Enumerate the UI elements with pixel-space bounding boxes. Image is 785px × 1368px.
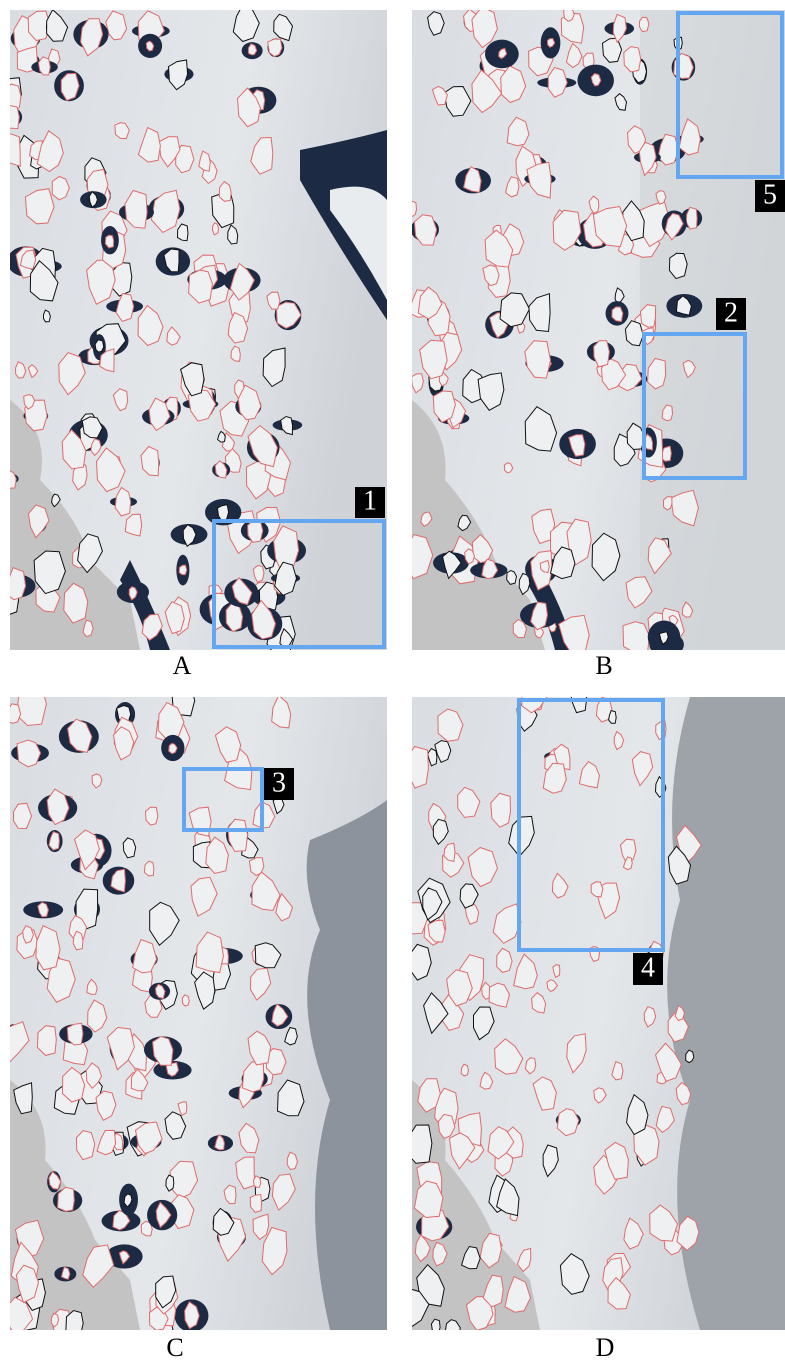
ice-floe xyxy=(95,340,104,352)
ice-floe xyxy=(686,207,697,229)
figure: 1 2 3 4 5 A B C D xyxy=(0,0,785,1368)
box-label: 4 xyxy=(641,952,655,983)
ice-floe xyxy=(179,565,187,574)
panel-label: C xyxy=(166,1333,183,1362)
ice-floe xyxy=(1,133,20,166)
box-label: 3 xyxy=(272,767,286,798)
panel-label: B xyxy=(595,651,612,680)
panel-label: D xyxy=(596,1333,615,1362)
ice-floe xyxy=(639,17,649,31)
ice-floe xyxy=(16,684,46,725)
ice-floe xyxy=(73,931,83,950)
satellite-image-c xyxy=(0,683,387,1341)
ice-floe xyxy=(431,1319,440,1333)
ice-floe xyxy=(51,1313,58,1327)
ice-floe xyxy=(408,201,416,217)
box-label: 5 xyxy=(763,179,777,210)
ice-floe xyxy=(146,807,158,825)
box-label: 2 xyxy=(724,297,738,328)
ice-floe xyxy=(406,747,428,789)
satellite-image-d xyxy=(402,680,785,1339)
panel-label: A xyxy=(173,651,192,680)
satellite-image-b xyxy=(405,6,785,657)
ice-floe xyxy=(664,497,673,510)
ice-floe xyxy=(6,568,26,600)
ice-floe xyxy=(182,995,189,1006)
ice-floe xyxy=(166,1175,174,1191)
box-label: 1 xyxy=(363,485,377,516)
ice-floe xyxy=(564,6,575,21)
ice-floe xyxy=(591,882,603,897)
ice-floe xyxy=(43,310,50,322)
ice-floe xyxy=(254,1176,261,1188)
ice-floe xyxy=(406,1125,432,1163)
ice-floe xyxy=(6,704,20,724)
ice-floe xyxy=(212,223,218,235)
satellite-image-a xyxy=(0,5,387,658)
ice-floe xyxy=(3,106,20,129)
